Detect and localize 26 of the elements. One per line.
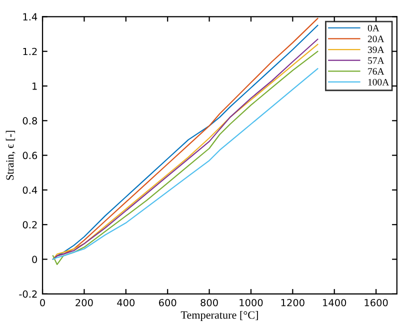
y-axis-title: Strain, ϵ [-]	[6, 130, 16, 180]
x-tick-label: 1200	[281, 298, 304, 306]
y-tick-label: 0.8	[22, 117, 37, 124]
legend-label: 76A	[368, 68, 384, 75]
legend-label: 20A	[368, 36, 384, 42]
x-tick-label: 1000	[240, 298, 263, 306]
y-tick-label: 0	[32, 256, 38, 264]
x-tick-label: 200	[76, 298, 93, 306]
y-tick-label: -0.2	[19, 290, 37, 298]
y-tick-label: 0.6	[22, 152, 38, 160]
y-tick-label: 1.4	[23, 13, 38, 20]
y-tick-label: 1.2	[23, 48, 37, 56]
x-tick-label: 600	[159, 298, 176, 306]
x-tick-label: 1400	[323, 298, 346, 306]
legend-label: 39A	[368, 46, 384, 54]
y-tick-label: 0.2	[22, 221, 37, 228]
x-tick-label: 800	[200, 298, 218, 306]
x-tick-label: 1600	[364, 298, 388, 306]
y-tick-label: 1	[32, 82, 37, 90]
x-axis-title: Temperature [°C]	[180, 310, 258, 322]
legend-label: 0A	[368, 24, 380, 32]
x-tick-label: 0	[40, 298, 45, 306]
y-tick-label: 0.4	[22, 186, 38, 194]
legend-label: 57A	[368, 57, 384, 64]
x-tick-label: 400	[117, 298, 135, 306]
legend-label: 100A	[368, 78, 390, 86]
